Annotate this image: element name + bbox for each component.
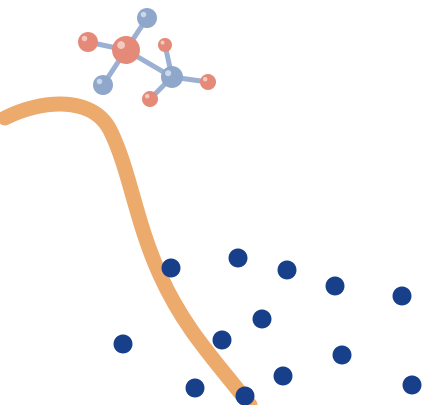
dot-marker bbox=[273, 366, 293, 386]
dot-marker bbox=[252, 309, 272, 329]
dot-marker bbox=[402, 375, 422, 395]
molecule-atom-highlight bbox=[96, 78, 103, 85]
molecule-atom-highlight bbox=[140, 11, 147, 18]
dot-marker bbox=[332, 345, 352, 365]
scatter-dots bbox=[113, 248, 422, 405]
molecule-atom-highlight bbox=[117, 41, 126, 50]
molecule-atom bbox=[137, 8, 157, 28]
molecule-atom-highlight bbox=[165, 70, 172, 77]
dot-marker bbox=[235, 386, 255, 405]
dot-marker bbox=[325, 276, 345, 296]
molecule-atom bbox=[161, 66, 183, 88]
dot-marker bbox=[392, 286, 412, 306]
dot-marker bbox=[212, 330, 232, 350]
molecule-icon bbox=[78, 8, 216, 107]
molecule-atom-highlight bbox=[81, 35, 88, 42]
molecule-atoms bbox=[78, 8, 216, 107]
molecule-atom-highlight bbox=[144, 93, 150, 99]
molecule-atom bbox=[142, 91, 158, 107]
dot-marker bbox=[277, 260, 297, 280]
dot-marker bbox=[161, 258, 181, 278]
dot-marker bbox=[113, 334, 133, 354]
molecule-atom-highlight bbox=[202, 76, 208, 82]
dot-marker bbox=[185, 378, 205, 398]
molecule-atom bbox=[112, 36, 140, 64]
molecule-atom bbox=[158, 38, 172, 52]
molecule-atom bbox=[78, 32, 98, 52]
curve-line bbox=[0, 96, 258, 405]
molecule-atom-highlight bbox=[160, 40, 165, 45]
molecule-atom bbox=[93, 75, 113, 95]
dot-marker bbox=[228, 248, 248, 268]
molecule-atom bbox=[200, 74, 216, 90]
